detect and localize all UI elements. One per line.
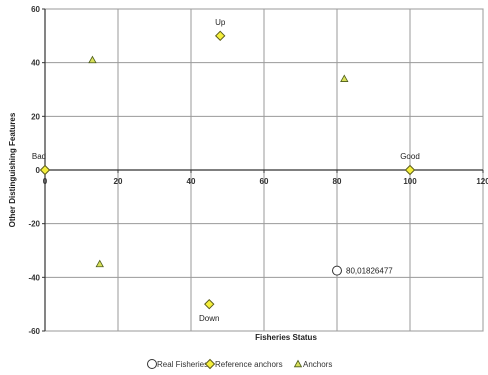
legend-label: Reference anchors	[215, 360, 283, 369]
point-label: 80,01826477	[346, 267, 393, 276]
legend: Real Fisheries Reference anchors Anchors	[147, 358, 332, 370]
y-axis-title: Other Distinguishing Features	[8, 112, 17, 227]
point-triangle	[340, 74, 349, 82]
legend-label: Anchors	[303, 360, 332, 369]
y-tick-label: 20	[31, 112, 40, 121]
y-tick-label: 60	[31, 5, 40, 14]
x-tick-label: 80	[333, 177, 342, 186]
point-label: Up	[215, 18, 226, 27]
y-tick-label: -60	[28, 327, 40, 336]
y-tick-label: 0	[36, 166, 41, 175]
point-label: Bad	[32, 152, 46, 161]
x-tick-label: 120	[476, 177, 488, 186]
y-tick-label: -20	[28, 220, 40, 229]
legend-label: Real Fisheries	[157, 360, 208, 369]
y-tick-label: -40	[28, 273, 40, 282]
x-tick-label: 40	[187, 177, 196, 186]
x-tick-label: 60	[260, 177, 269, 186]
legend-marker-triangle	[293, 359, 303, 368]
x-tick-label: 100	[403, 177, 417, 186]
y-tick-label: 40	[31, 59, 40, 68]
axes	[42, 8, 484, 332]
point-triangle	[88, 55, 97, 64]
point-labels: 80,01826477 Bad Good Up Down	[32, 18, 420, 323]
point-diamond	[204, 298, 215, 310]
point-diamond	[214, 30, 226, 42]
legend-marker-diamond	[204, 358, 216, 370]
tick-labels: 0 20 40 60 80 100 120 -60 -40 -20 0 20 40 60	[28, 5, 488, 336]
point-circle	[332, 265, 342, 276]
x-tick-label: 20	[114, 177, 123, 186]
grid-lines	[44, 8, 484, 332]
x-tick-label: 0	[43, 177, 48, 186]
legend-marker-circle	[147, 359, 157, 369]
point-diamond	[39, 164, 51, 176]
point-label: Good	[400, 152, 420, 161]
x-axis-title: Fisheries Status	[255, 333, 317, 342]
point-triangle	[95, 259, 104, 268]
point-diamond	[404, 164, 416, 176]
point-label: Down	[199, 314, 219, 323]
data-points	[39, 30, 416, 310]
